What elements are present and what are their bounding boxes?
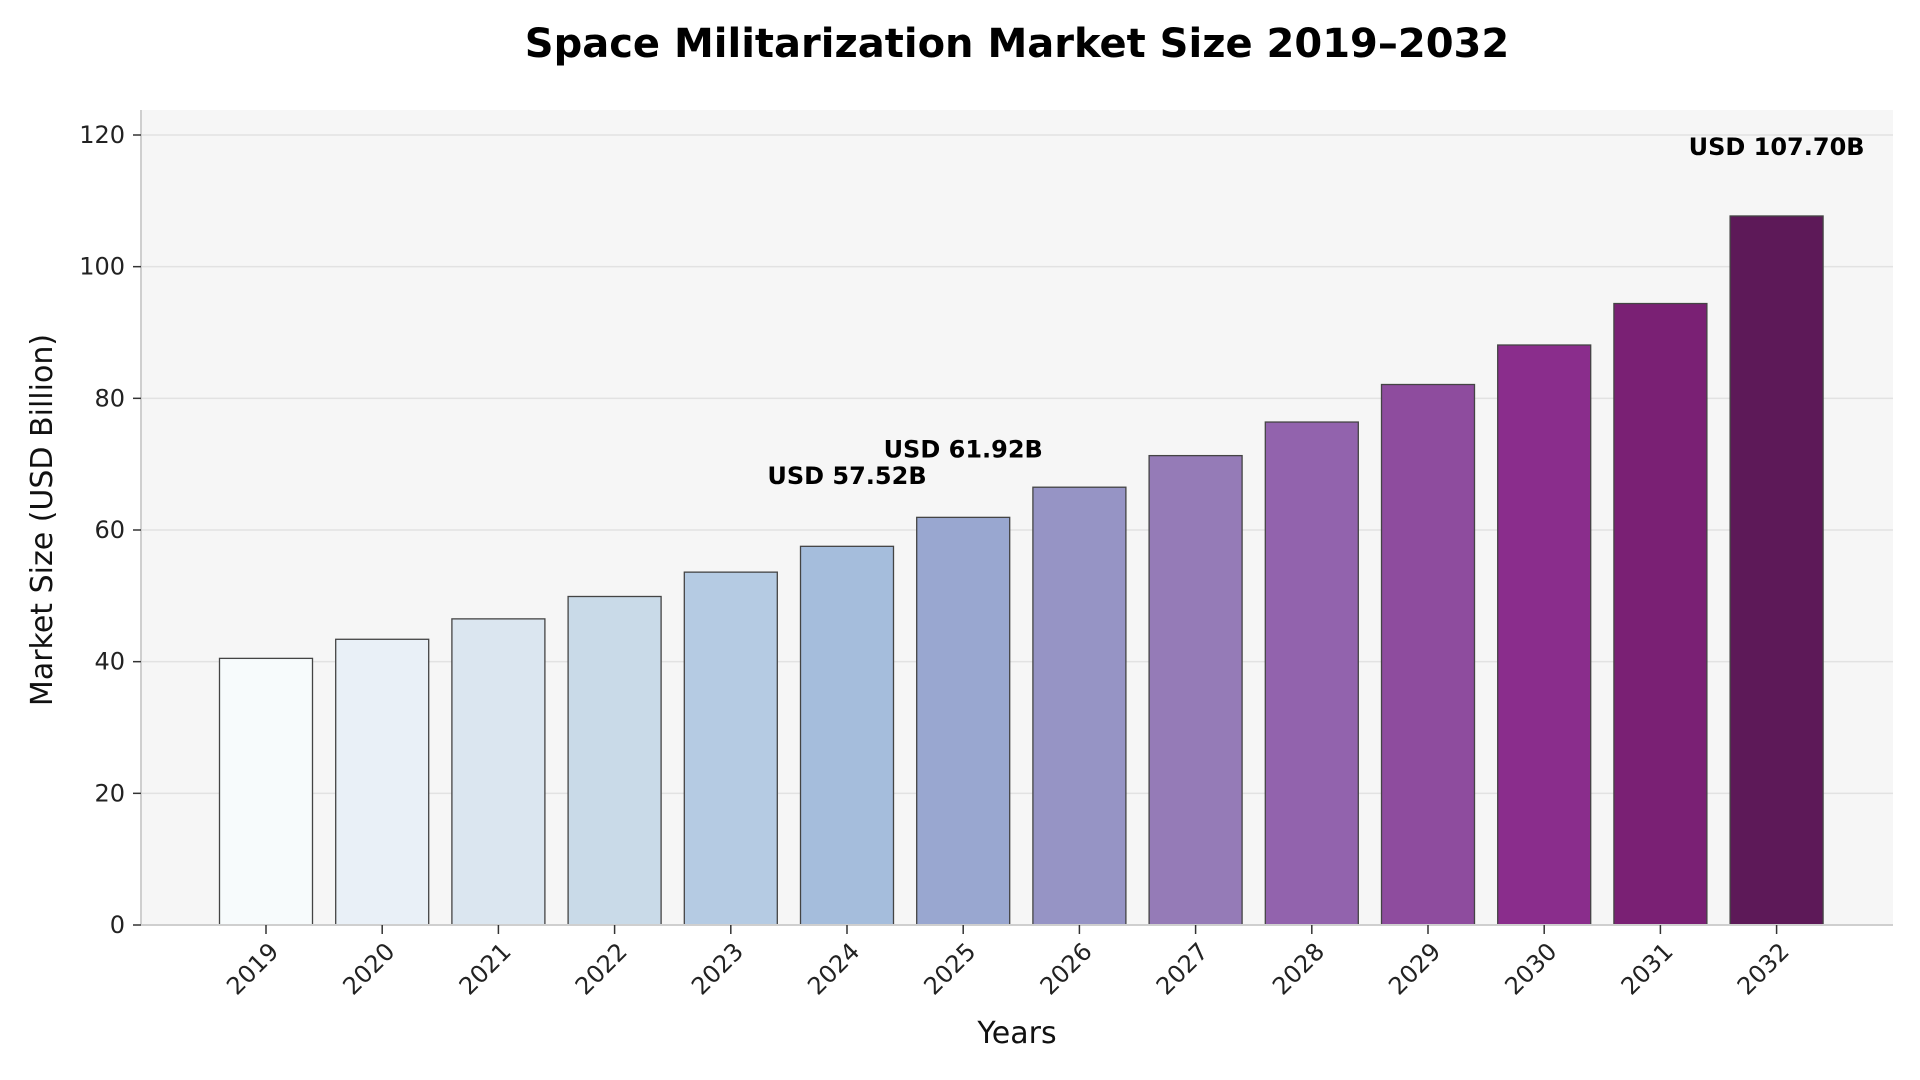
x-tick-label: 2024 xyxy=(802,937,865,1000)
x-tick-label: 2019 xyxy=(221,937,284,1000)
x-tick-label: 2027 xyxy=(1151,937,1214,1000)
bar-2024 xyxy=(799,545,895,926)
x-tick-label: 2029 xyxy=(1383,937,1446,1000)
y-axis-ticks: 0 20 40 60 80 100 120 xyxy=(79,121,141,939)
bar-2022 xyxy=(567,595,662,926)
bar-2031 xyxy=(1613,302,1708,926)
bar-2027 xyxy=(1148,454,1243,926)
y-tick-label: 100 xyxy=(79,253,125,281)
bar-2021 xyxy=(451,618,546,926)
chart-title: Space Militarization Market Size 2019–20… xyxy=(525,21,1509,67)
bars xyxy=(218,215,1824,926)
x-tick-label: 2032 xyxy=(1732,937,1795,1000)
bar-2028 xyxy=(1264,421,1359,926)
x-tick-label: 2030 xyxy=(1499,937,1562,1000)
y-axis-label: Market Size (USD Billion) xyxy=(25,334,60,706)
x-tick-label: 2028 xyxy=(1267,937,1330,1000)
y-tick-label: 40 xyxy=(94,648,125,676)
bar-2030 xyxy=(1497,344,1592,926)
y-tick-label: 120 xyxy=(79,121,125,149)
bar-2025 xyxy=(916,516,1011,926)
y-tick-label: 0 xyxy=(110,911,125,939)
y-tick-label: 60 xyxy=(94,516,125,544)
bar-2020 xyxy=(335,638,430,926)
y-tick-label: 20 xyxy=(94,779,125,807)
x-tick-label: 2020 xyxy=(337,937,400,1000)
x-tick-label: 2022 xyxy=(570,937,633,1000)
x-tick-label: 2025 xyxy=(918,937,981,1000)
y-tick-label: 80 xyxy=(94,384,125,412)
x-axis-label: Years xyxy=(976,1016,1056,1051)
bar-2029 xyxy=(1380,383,1476,926)
x-tick-label: 2031 xyxy=(1616,937,1679,1000)
data-label-2025: USD 61.92B xyxy=(884,436,1043,464)
bar-2019 xyxy=(218,657,314,926)
bar-2032 xyxy=(1729,215,1824,926)
x-tick-label: 2026 xyxy=(1035,937,1098,1000)
data-label-2032: USD 107.70B xyxy=(1689,133,1865,161)
bar-2026 xyxy=(1032,486,1127,926)
x-axis-ticks: 2019 2020 2021 2022 2023 2024 2025 2026 2027 2028… xyxy=(221,925,1795,1000)
plot-area xyxy=(141,110,1893,925)
axes xyxy=(140,110,1893,926)
x-tick-label: 2023 xyxy=(686,937,749,1000)
bar-2023 xyxy=(683,571,778,926)
x-tick-label: 2021 xyxy=(454,937,517,1000)
data-label-2024: USD 57.52B xyxy=(767,462,926,490)
